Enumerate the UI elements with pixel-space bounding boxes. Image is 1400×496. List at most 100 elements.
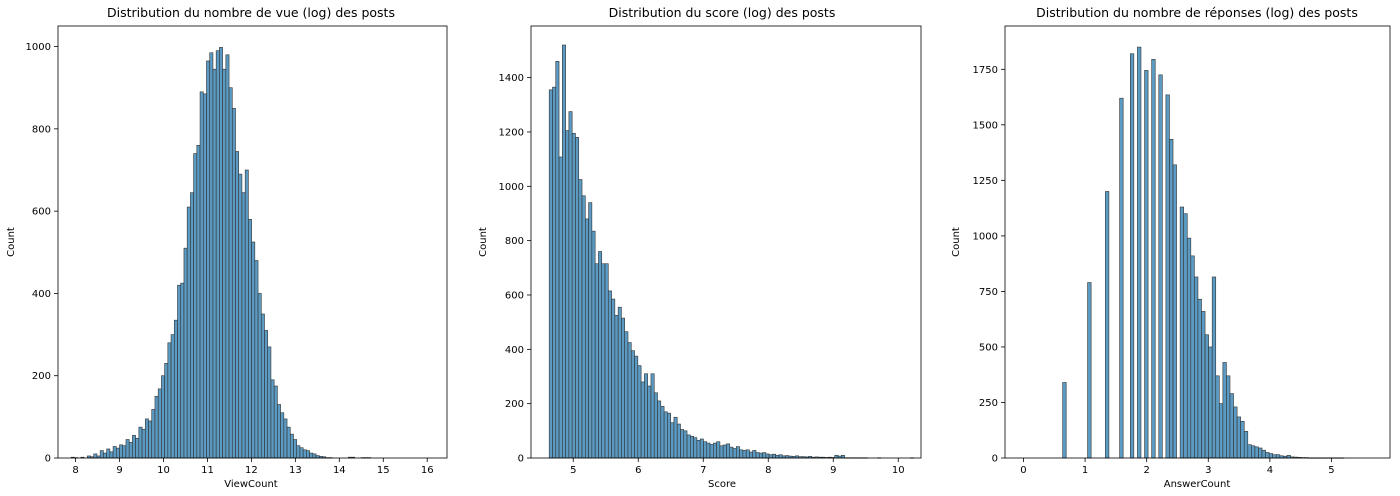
y-tick-label: 1000 — [499, 182, 524, 193]
histogram-bar — [238, 173, 243, 459]
y-tick-label: 600 — [32, 207, 51, 218]
histogram-bar — [755, 452, 760, 459]
histogram-bar — [621, 317, 625, 459]
histogram-bar — [598, 251, 603, 459]
y-tick-label: 250 — [979, 398, 998, 409]
y-tick-label: 0 — [992, 454, 998, 465]
plot-frame — [57, 25, 448, 459]
y-tick-label: 750 — [979, 287, 998, 298]
histogram-bar — [193, 153, 198, 459]
histogram-bar — [254, 260, 259, 459]
y-tick-label: 0 — [45, 454, 51, 465]
x-axis-label: Score — [708, 479, 736, 490]
histogram-bar — [778, 454, 783, 459]
histogram-bar — [630, 350, 635, 459]
histogram-bar — [765, 453, 770, 459]
histogram-bar — [578, 179, 583, 459]
histogram-bar — [562, 44, 566, 459]
histogram-bar — [686, 434, 691, 459]
histogram-bar — [302, 449, 307, 459]
histogram-bar — [1254, 446, 1259, 459]
histogram-bar — [173, 319, 178, 459]
histogram-bar — [222, 68, 227, 459]
histogram-bar — [296, 445, 301, 459]
histogram-bar — [1165, 94, 1170, 459]
histogram-bar — [680, 429, 685, 459]
histogram-bar — [555, 61, 560, 459]
histogram-bar — [1197, 298, 1202, 459]
histogram-bar — [1062, 382, 1067, 459]
histogram-bar — [726, 443, 731, 459]
y-tick-label: 800 — [32, 124, 51, 135]
histogram-bar — [762, 452, 767, 459]
histogram-bar — [841, 454, 845, 459]
histogram-bar — [177, 284, 182, 459]
histogram-bar — [231, 107, 236, 459]
histogram-bar — [128, 442, 133, 459]
histogram-bar — [215, 50, 220, 459]
histogram-bar — [157, 388, 162, 459]
histogram-bar — [1158, 74, 1163, 459]
histogram-bar — [588, 202, 593, 459]
histogram-bar — [709, 444, 714, 459]
histogram-bar — [119, 444, 124, 459]
x-tick-label: 15 — [377, 465, 390, 476]
histogram-bar — [299, 447, 304, 459]
x-tick-label: 11 — [201, 465, 214, 476]
histogram-bar — [696, 440, 701, 459]
y-tick-label: 0 — [518, 454, 524, 465]
histogram-bar — [1105, 191, 1110, 459]
histogram-bar — [660, 406, 665, 459]
chart-title: Distribution du score (log) des posts — [609, 5, 836, 20]
histogram-bar — [235, 151, 240, 459]
histogram-bar — [170, 334, 175, 459]
histogram-bar — [122, 445, 127, 459]
histogram-bar — [729, 446, 734, 459]
histogram-bar — [212, 68, 217, 459]
histogram-bar — [772, 453, 776, 459]
x-tick-label: 13 — [289, 465, 302, 476]
histogram-bar — [244, 169, 249, 459]
histogram-bars — [70, 47, 372, 459]
x-tick-label: 10 — [892, 465, 905, 476]
x-tick-label: 5 — [570, 465, 576, 476]
y-tick-label: 600 — [505, 290, 524, 301]
histogram-bar — [673, 416, 678, 459]
histogram-bar — [683, 430, 688, 459]
histogram-bar — [1137, 46, 1142, 459]
histogram-bar — [209, 52, 214, 459]
x-tick-label: 5 — [1328, 465, 1334, 476]
histogram-bar — [745, 449, 750, 459]
y-tick-label: 1000 — [973, 231, 998, 242]
histogram-bar — [161, 375, 165, 459]
histogram-bar — [135, 437, 140, 459]
x-tick-label: 6 — [635, 465, 641, 476]
chart-title: Distribution du nombre de vue (log) des … — [107, 5, 395, 20]
histogram-bar — [257, 293, 262, 459]
histogram-bar — [699, 438, 704, 459]
x-axis-label: ViewCount — [224, 479, 278, 490]
histogram-bar — [1179, 206, 1185, 459]
histogram-bar — [219, 47, 223, 459]
histogram-bar — [565, 130, 570, 459]
histogram-bar — [768, 454, 773, 459]
y-tick-label: 1000 — [26, 42, 51, 53]
histogram-bar — [594, 263, 599, 459]
histogram-bar — [693, 437, 698, 459]
x-axis-label: AnswerCount — [1164, 479, 1231, 490]
histogram-bar — [112, 446, 117, 459]
chart-panel-view-count: Distribution du nombre de vue (log) des … — [6, 5, 448, 490]
histogram-bar — [1243, 431, 1249, 459]
histogram-bar — [732, 448, 737, 459]
histogram-bar — [202, 93, 207, 459]
histogram-bar — [190, 192, 194, 459]
x-tick-label: 10 — [157, 465, 170, 476]
histogram-bar — [575, 137, 580, 459]
histogram-bar — [151, 409, 156, 459]
x-tick-label: 7 — [700, 465, 706, 476]
histogram-bar — [1211, 276, 1217, 459]
histogram-bar — [1226, 375, 1231, 459]
histogram-bar — [141, 428, 146, 459]
histogram-bar — [650, 373, 655, 459]
histogram-bar — [1215, 375, 1220, 459]
